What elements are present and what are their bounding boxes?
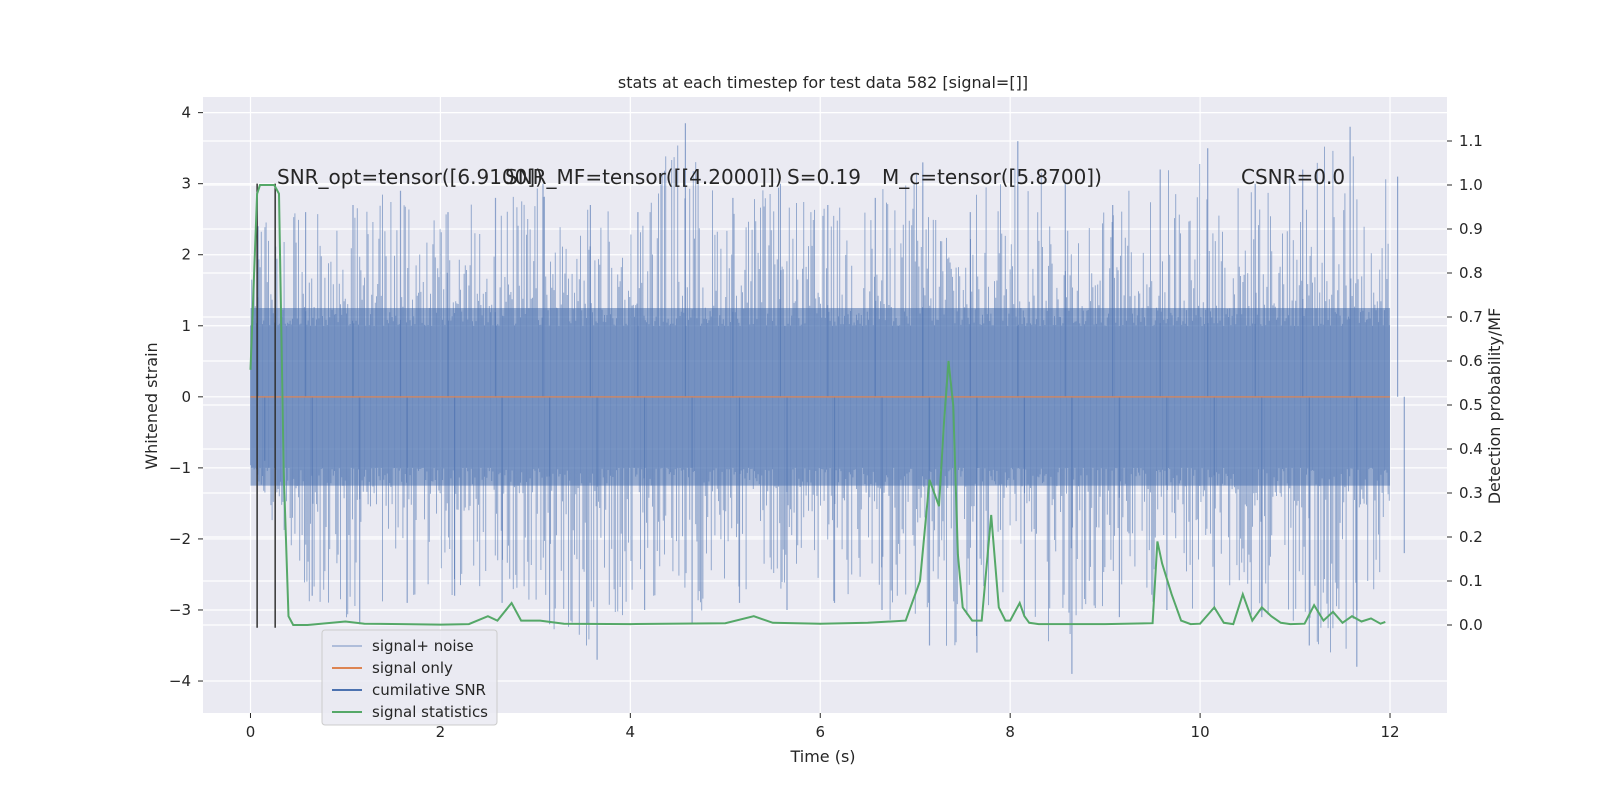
vertical-markers <box>256 183 276 628</box>
x-tick-label: 2 <box>436 723 446 741</box>
legend-label: signal+ noise <box>372 637 474 655</box>
chart-title: stats at each timestep for test data 582… <box>618 73 1028 92</box>
y2-tick-label: 0.7 <box>1459 308 1483 326</box>
annotation-snr-opt: SNR_opt=tensor([6.9100]) <box>277 165 543 189</box>
legend: signal+ noise signal only cumilative SNR si… <box>321 629 498 726</box>
y-tick-label: −2 <box>169 530 191 548</box>
x-tick-label: 6 <box>815 723 825 741</box>
y2-tick-label: 0.6 <box>1459 352 1483 370</box>
annotation-csnr: CSNR=0.0 <box>1241 165 1345 189</box>
signal-statistics-series <box>249 184 1386 626</box>
y2-tick-label: 0.5 <box>1459 396 1483 414</box>
y2-tick-label: 0.8 <box>1459 264 1483 282</box>
legend-label: cumilative SNR <box>372 681 486 699</box>
noise-spikes <box>257 123 1405 674</box>
y-tick-label: −4 <box>169 672 191 690</box>
legend-label: signal only <box>372 659 453 677</box>
annotation-mc: M_c=tensor([5.8700]) <box>882 165 1102 189</box>
y-tick-label: −1 <box>169 459 191 477</box>
x-tick-label: 8 <box>1005 723 1015 741</box>
y-tick-label: 2 <box>181 246 191 264</box>
axes: 0 2 4 6 8 10 12−4−3−2−1012340.00.10.20.30.40.5… <box>169 104 1483 741</box>
y2-axis-label: Detection probability/MF <box>1485 308 1504 505</box>
y2-tick-label: 0.3 <box>1459 484 1483 502</box>
y2-tick-label: 0.2 <box>1459 528 1483 546</box>
signal-statistics-line <box>249 184 1386 626</box>
x-tick-label: 12 <box>1380 723 1399 741</box>
y-axis-label: Whitened strain <box>142 342 161 469</box>
y-tick-label: −3 <box>169 601 191 619</box>
y2-tick-label: 0.4 <box>1459 440 1483 458</box>
x-tick-label: 10 <box>1191 723 1210 741</box>
y2-tick-label: 0.1 <box>1459 572 1483 590</box>
x-tick-label: 0 <box>246 723 256 741</box>
annotation-snr-mf: SNR_MF=tensor([[4.2000]]) <box>505 165 783 189</box>
y-tick-label: 3 <box>181 175 191 193</box>
x-tick-label: 4 <box>626 723 636 741</box>
y-tick-label: 1 <box>181 317 191 335</box>
legend-label: signal statistics <box>372 703 488 721</box>
y-tick-label: 0 <box>181 388 191 406</box>
annotation-s: S=0.19 <box>787 165 861 189</box>
y-tick-label: 4 <box>181 104 191 122</box>
x-axis-label: Time (s) <box>789 747 855 766</box>
y2-tick-label: 0.0 <box>1459 616 1483 634</box>
y2-tick-label: 1.1 <box>1459 132 1483 150</box>
y2-tick-label: 0.9 <box>1459 220 1483 238</box>
y2-tick-label: 1.0 <box>1459 176 1483 194</box>
